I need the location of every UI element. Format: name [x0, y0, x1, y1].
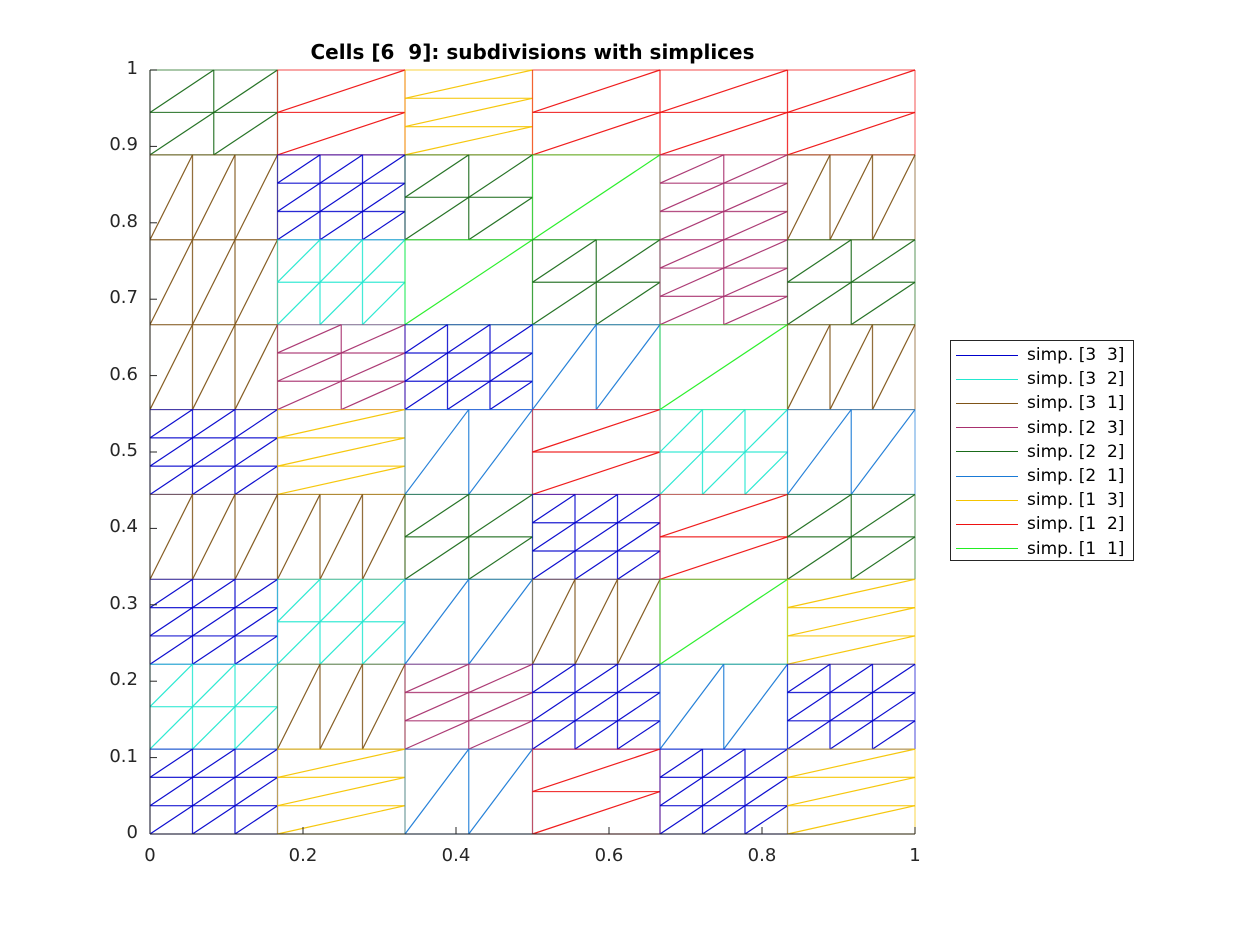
- legend-item: simp. [3 3]: [951, 343, 1133, 367]
- legend-swatch: [956, 499, 1018, 501]
- x-tick-label: 1: [909, 845, 921, 866]
- x-tick-label: 0.6: [594, 845, 624, 866]
- legend-swatch: [956, 548, 1018, 550]
- legend-label: simp. [3 2]: [1027, 369, 1125, 390]
- cell-subdivisions: [149, 69, 916, 835]
- y-tick-label: 0.3: [109, 592, 138, 614]
- legend-item: simp. [1 2]: [951, 512, 1133, 536]
- legend-label: simp. [3 3]: [1027, 345, 1125, 366]
- y-tick-label: 0.6: [109, 363, 138, 385]
- legend-item: simp. [3 2]: [951, 367, 1133, 391]
- y-tick-label: 0.4: [109, 516, 138, 538]
- legend-item: simp. [1 1]: [951, 537, 1133, 561]
- y-tick-label: 0: [126, 822, 138, 843]
- y-tick-label: 0.5: [109, 440, 138, 461]
- legend-item: simp. [2 3]: [951, 416, 1133, 440]
- legend-label: simp. [1 3]: [1027, 490, 1125, 511]
- y-tick-label: 0.9: [109, 134, 138, 156]
- y-tick-label: 0.8: [109, 210, 138, 232]
- x-tick-label: 0.2: [288, 845, 318, 866]
- legend-item: simp. [3 1]: [951, 391, 1133, 415]
- chart-title: Cells [6 9]: subdivisions with simplices: [310, 40, 755, 64]
- legend-item: simp. [1 3]: [951, 488, 1133, 512]
- legend-swatch: [956, 523, 1018, 525]
- legend-item: simp. [2 2]: [951, 440, 1133, 464]
- legend: simp. [3 3] simp. [3 2] simp. [3 1] simp…: [950, 340, 1134, 561]
- y-tick-label: 0.1: [109, 745, 138, 767]
- x-tick-label: 0.8: [747, 845, 777, 866]
- legend-label: simp. [2 1]: [1027, 466, 1125, 487]
- y-tick-label: 1: [126, 58, 138, 79]
- legend-swatch: [956, 475, 1018, 477]
- legend-label: simp. [1 1]: [1027, 538, 1125, 559]
- legend-swatch: [956, 378, 1018, 380]
- legend-label: simp. [2 3]: [1027, 417, 1125, 438]
- y-tick-label: 0.7: [109, 287, 138, 309]
- legend-label: simp. [3 1]: [1027, 393, 1125, 414]
- legend-swatch: [956, 402, 1018, 404]
- legend-label: simp. [2 2]: [1027, 441, 1125, 462]
- axes: [149, 69, 916, 835]
- x-tick-label: 0: [144, 845, 156, 866]
- legend-swatch: [956, 451, 1018, 453]
- legend-swatch: [956, 427, 1018, 429]
- legend-swatch: [956, 354, 1018, 356]
- x-tick-label: 0.4: [441, 845, 471, 866]
- legend-item: simp. [2 1]: [951, 464, 1133, 488]
- y-tick-label: 0.2: [109, 669, 138, 691]
- legend-label: simp. [1 2]: [1027, 514, 1125, 535]
